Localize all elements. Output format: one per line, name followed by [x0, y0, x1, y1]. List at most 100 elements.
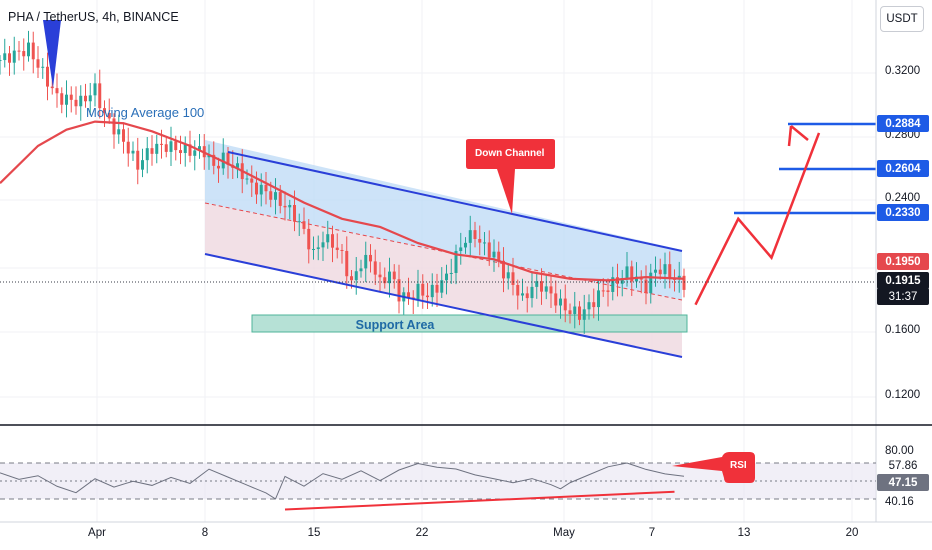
candle-body [183, 144, 187, 154]
candle-body [50, 86, 54, 89]
candle-body [378, 274, 382, 278]
candle-body [212, 154, 216, 166]
rsi-callout-label: RSI [730, 460, 747, 471]
candle-body [416, 283, 420, 300]
candle-body [430, 284, 434, 298]
candle-body [288, 205, 292, 208]
candle-body [179, 150, 182, 154]
candle-body [468, 230, 472, 243]
candle-body [502, 260, 505, 279]
candle-body [487, 242, 491, 258]
candle-body [354, 271, 358, 281]
candle-body [84, 95, 87, 102]
channel-upper-line [227, 151, 683, 252]
candle-body [359, 268, 363, 272]
candle-body [27, 42, 30, 57]
candle-body [620, 278, 624, 284]
date-tick: 22 [415, 527, 429, 539]
candle-body [369, 254, 372, 262]
candle-body [516, 284, 520, 296]
candle-body [169, 141, 173, 152]
candle-body [193, 150, 197, 156]
moving-average-line [0, 120, 685, 282]
candle-body [388, 271, 391, 284]
candle-body [549, 286, 553, 294]
candle-body [283, 205, 287, 208]
candle-body [0, 60, 2, 62]
candle-body [407, 292, 410, 298]
candle-body [245, 178, 249, 180]
candle-body [236, 163, 239, 168]
candle-body [60, 93, 64, 105]
candle-body [321, 242, 325, 248]
candle-body [316, 247, 320, 249]
candle-body [12, 50, 16, 63]
candle-body [335, 247, 339, 250]
target-price-label: 0.2330 [877, 204, 929, 221]
candle-body [606, 290, 610, 292]
rsi-value-label: 47.15 [877, 474, 929, 491]
rsi-callout [672, 452, 755, 483]
candle-body [364, 254, 368, 269]
candle-body [568, 310, 572, 315]
candle-body [587, 302, 591, 310]
down-channel-callout [466, 139, 555, 214]
candle-body [492, 251, 496, 258]
date-tick: 15 [307, 527, 321, 539]
candle-body [644, 279, 648, 294]
candle-body [421, 283, 425, 296]
target-price-label: 0.2884 [877, 115, 929, 132]
candle-body [563, 298, 567, 311]
candle-body [312, 248, 315, 250]
candle-body [107, 112, 111, 119]
candle-body [155, 143, 159, 154]
candle-body [326, 234, 330, 243]
candle-body [464, 242, 467, 248]
date-tick: Apr [88, 527, 106, 539]
currency-selector[interactable]: USDT [880, 6, 924, 32]
moving-average-label: Moving Average 100 [86, 105, 204, 120]
candle-body [22, 51, 26, 57]
candle-body [601, 290, 605, 292]
candle-body [226, 152, 230, 165]
candle-body [345, 250, 349, 277]
candle-body [250, 178, 254, 183]
candle-body [293, 205, 296, 222]
candle-body [525, 293, 529, 299]
symbol-title: PHA / TetherUS, 4h, BINANCE [8, 10, 179, 24]
candle-body [383, 277, 387, 284]
candle-body [440, 280, 444, 293]
last-price-label: 0.1915 [877, 272, 929, 289]
date-tick: 7 [648, 527, 656, 539]
support-area-label: Support Area [356, 318, 436, 332]
candle-body [559, 298, 562, 306]
candle-body [126, 141, 130, 154]
candle-body [41, 66, 45, 68]
candle-body [592, 302, 596, 308]
candle-body [3, 53, 7, 61]
candle-body [654, 269, 657, 273]
candle-body [8, 53, 11, 63]
candle-body [426, 295, 429, 298]
candle-body [69, 94, 73, 100]
candle-body [473, 230, 477, 239]
candle-body [459, 247, 463, 252]
candle-body [65, 94, 68, 105]
candle-body [435, 284, 439, 293]
candle-body [373, 261, 377, 275]
price-tick: 0.2800 [885, 129, 921, 141]
date-tick: 13 [737, 527, 751, 539]
candle-body [103, 108, 106, 113]
candle-body [74, 99, 78, 107]
candle-body [544, 286, 548, 292]
candle-body [582, 309, 586, 320]
candle-body [278, 192, 282, 206]
candle-body [649, 272, 653, 294]
candle-body [630, 266, 634, 282]
date-tick: 8 [201, 527, 209, 539]
candle-body [449, 272, 453, 274]
candle-body [160, 143, 163, 145]
candle-body [611, 277, 615, 292]
projected-arrowhead [787, 125, 809, 147]
candle-body [174, 141, 178, 151]
